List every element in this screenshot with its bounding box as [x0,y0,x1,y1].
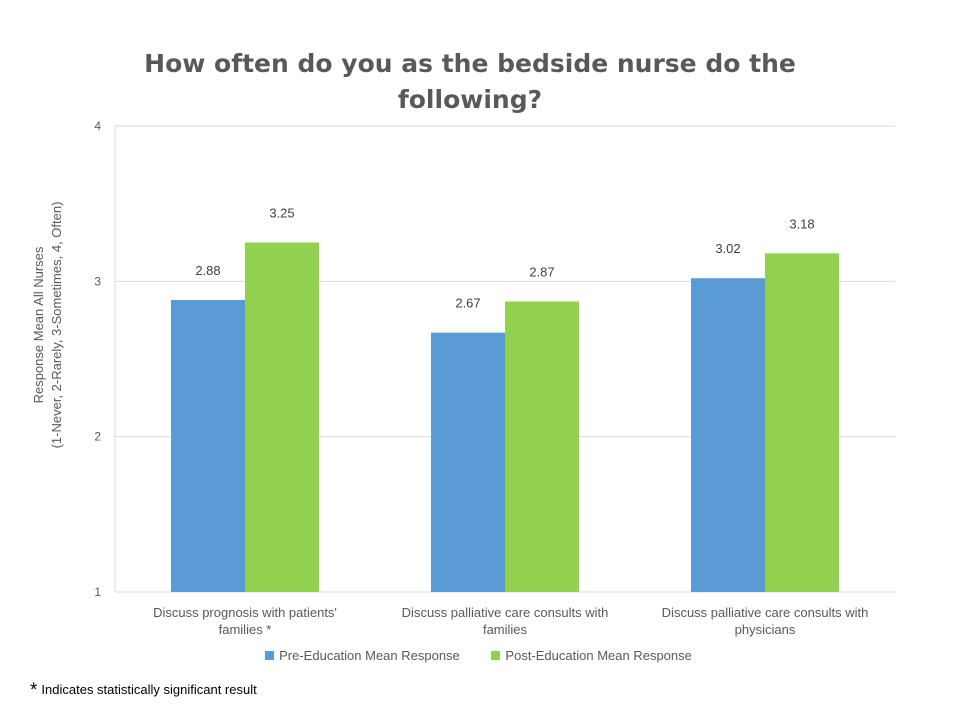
data-label-post-1: 2.87 [529,265,554,280]
data-label-pre-2: 3.02 [715,241,740,256]
y-tick-label: 2 [94,430,101,444]
y-tick-label: 4 [94,119,101,133]
x-category-label: Discuss prognosis with patients' [153,605,337,620]
data-label-pre-0: 2.88 [195,263,220,278]
legend-swatch-post [491,651,501,660]
chart-title: How often do you as the bedside nurse do… [144,49,796,114]
footnote: * Indicates statistically significant res… [30,680,257,702]
y-axis-title-line: Response Mean All Nurses [31,246,46,403]
legend-swatch-pre [265,651,275,660]
y-axis-title: Response Mean All Nurses (1-Never, 2-Rare… [31,202,64,449]
y-axis-title-text: Response Mean All Nurses (1-Never, 2-Rare… [31,202,64,449]
data-label-pre-1: 2.67 [455,296,480,311]
bar-post-2 [765,253,839,592]
data-label-post-2: 3.18 [789,216,814,231]
x-category-label: families * [219,622,272,637]
legend-item-pre: Pre-Education Mean Response [265,648,460,663]
y-axis-title-line: (1-Never, 2-Rarely, 3-Sometimes, 4, Ofte… [49,202,64,449]
x-category-label: Discuss palliative care consults with [402,605,609,620]
legend: Pre-Education Mean Response Post-Educati… [0,648,957,663]
bar-pre-2 [691,278,765,592]
x-category-label: Discuss palliative care consults with [662,605,869,620]
y-tick-label: 1 [94,585,101,599]
data-labels: 2.88 3.25 2.67 2.87 3.02 3.18 [195,206,814,311]
bars [171,242,839,592]
bar-pre-0 [171,299,245,592]
x-category-label: physicians [735,622,796,637]
footnote-asterisk: * [30,680,38,701]
bar-pre-1 [431,332,505,592]
legend-item-post: Post-Education Mean Response [491,648,692,663]
x-category-label: families [483,622,528,637]
footnote-text: Indicates statistically significant resu… [41,682,257,697]
data-label-post-0: 3.25 [269,206,294,221]
bar-post-0 [245,242,319,592]
legend-label-pre: Pre-Education Mean Response [279,648,460,663]
axes: 1 2 3 4 Discuss prognosis with patients' fami… [94,119,895,637]
legend-label-post: Post-Education Mean Response [505,648,692,663]
y-tick-label: 3 [94,274,101,288]
bar-post-1 [505,301,579,592]
